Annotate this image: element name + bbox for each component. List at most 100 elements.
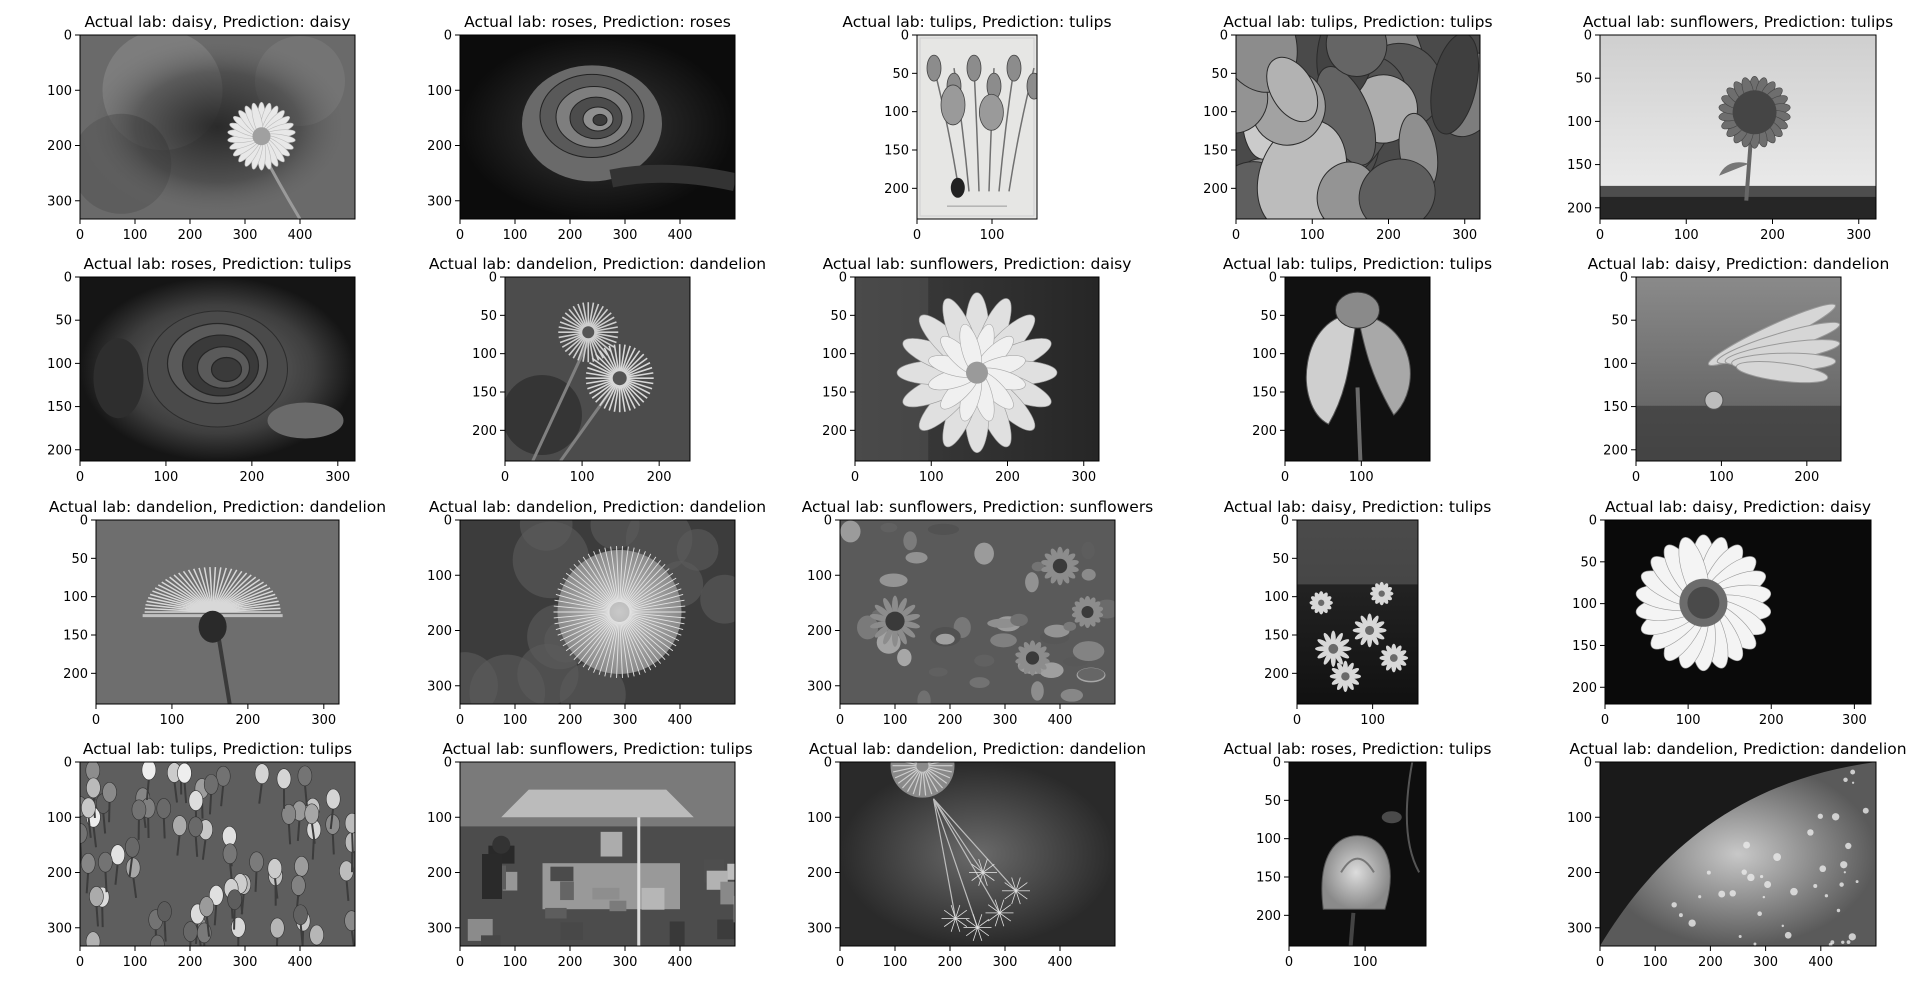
x-tick-label: 0: [1281, 470, 1289, 485]
x-tick-label: 0: [1232, 228, 1240, 243]
subplot-title: Actual lab: dandelion, Prediction: dande…: [49, 498, 386, 516]
y-tick-label: 200: [1567, 201, 1592, 216]
x-tick-label: 0: [76, 470, 84, 485]
y-tick-label: 0: [824, 514, 832, 529]
x-tick-label: 200: [647, 470, 672, 485]
y-tick-label: 0: [1273, 756, 1281, 771]
y-tick-label: 0: [64, 756, 72, 771]
image-dahlia: [855, 277, 1099, 461]
y-tick-label: 0: [1584, 29, 1592, 44]
x-tick-label: 300: [613, 955, 638, 970]
axes-frame: [1288, 761, 1427, 947]
x-tick-label: 200: [1376, 228, 1401, 243]
y-tick-label: 150: [1567, 158, 1592, 173]
x-tick-label: 300: [233, 955, 258, 970]
y-tick-label: 200: [63, 667, 88, 682]
subplot-7: Actual lab: dandelion, Prediction: dande…: [429, 255, 766, 485]
x-tick-label: 0: [76, 955, 84, 970]
x-tick-label: 100: [1709, 470, 1734, 485]
y-tick-label: 150: [1603, 400, 1628, 415]
y-tick-label: 150: [47, 400, 72, 415]
x-tick-label: 100: [919, 470, 944, 485]
x-tick-label: 100: [503, 713, 528, 728]
axes-frame: [839, 761, 1116, 947]
y-tick-label: 100: [1603, 357, 1628, 372]
y-tick-label: 50: [480, 309, 497, 324]
subplot-2: Actual lab: roses, Prediction: roses 0 100…: [427, 13, 736, 243]
subplot-title: Actual lab: dandelion, Prediction: dande…: [429, 255, 766, 273]
subplot-10: Actual lab: daisy, Prediction: dandelion…: [1588, 255, 1890, 485]
x-tick-label: 0: [836, 955, 844, 970]
y-tick-label: 0: [444, 29, 452, 44]
y-tick-label: 50: [55, 314, 72, 329]
y-tick-label: 50: [892, 67, 909, 82]
y-tick-label: 200: [47, 139, 72, 154]
x-tick-label: 300: [1753, 955, 1778, 970]
x-tick-label: 400: [668, 713, 693, 728]
x-tick-label: 300: [1846, 228, 1871, 243]
y-tick-label: 200: [1572, 681, 1597, 696]
y-tick-label: 50: [1272, 552, 1289, 567]
image-sunflower-field: [840, 520, 1115, 704]
axes-frame: [79, 276, 356, 462]
image-daisy-black: [1605, 520, 1871, 704]
subplot-title: Actual lab: roses, Prediction: tulips: [1224, 740, 1492, 758]
subplot-11: Actual lab: dandelion, Prediction: dande…: [49, 498, 386, 728]
y-tick-label: 100: [427, 569, 452, 584]
y-tick-label: 300: [47, 194, 72, 209]
subplot-17: Actual lab: sunflowers, Prediction: tuli…: [427, 740, 753, 970]
y-tick-label: 100: [807, 569, 832, 584]
subplot-title: Actual lab: sunflowers, Prediction: dais…: [823, 255, 1132, 273]
x-tick-label: 300: [1452, 228, 1477, 243]
axes-frame: [854, 276, 1100, 462]
subplot-title: Actual lab: tulips, Prediction: tulips: [842, 13, 1111, 31]
subplot-12: Actual lab: dandelion, Prediction: dande…: [427, 498, 766, 728]
y-tick-label: 0: [1584, 756, 1592, 771]
y-tick-label: 0: [80, 514, 88, 529]
y-tick-label: 300: [427, 194, 452, 209]
image-petal-drop: [1636, 277, 1841, 461]
axes-frame: [79, 34, 356, 220]
x-tick-label: 200: [235, 713, 260, 728]
y-tick-label: 0: [839, 271, 847, 286]
subplot-title: Actual lab: dandelion, Prediction: dande…: [1569, 740, 1906, 758]
x-tick-label: 200: [1698, 955, 1723, 970]
y-tick-label: 100: [427, 811, 452, 826]
y-tick-label: 200: [472, 424, 497, 439]
x-tick-label: 400: [668, 955, 693, 970]
x-tick-label: 200: [938, 713, 963, 728]
y-tick-label: 200: [427, 624, 452, 639]
subplot-16: Actual lab: tulips, Prediction: tulips 0 1…: [47, 740, 356, 970]
x-tick-label: 200: [239, 470, 264, 485]
image-botanical: [917, 35, 1037, 219]
y-tick-label: 50: [1611, 314, 1628, 329]
axes-frame: [95, 519, 340, 705]
y-tick-label: 50: [1580, 555, 1597, 570]
axes-frame: [1296, 519, 1419, 705]
y-tick-label: 300: [47, 921, 72, 936]
image-dew-macro: [1600, 762, 1876, 946]
y-tick-label: 200: [807, 866, 832, 881]
subplot-title: Actual lab: tulips, Prediction: tulips: [1223, 13, 1492, 31]
x-tick-label: 200: [1794, 470, 1819, 485]
x-tick-label: 300: [1071, 470, 1096, 485]
subplot-title: Actual lab: tulips, Prediction: tulips: [1223, 255, 1492, 273]
x-tick-label: 100: [883, 955, 908, 970]
x-tick-label: 100: [154, 470, 179, 485]
subplot-title: Actual lab: sunflowers, Prediction: sunf…: [802, 498, 1154, 516]
x-tick-label: 0: [92, 713, 100, 728]
axes-frame: [459, 519, 736, 705]
subplot-title: Actual lab: dandelion, Prediction: dande…: [809, 740, 1146, 758]
axes-frame: [1635, 276, 1842, 462]
x-tick-label: 100: [1353, 955, 1378, 970]
y-tick-label: 100: [1567, 115, 1592, 130]
subplot-5: Actual lab: sunflowers, Prediction: tuli…: [1567, 13, 1893, 243]
x-tick-label: 0: [1632, 470, 1640, 485]
subplot-title: Actual lab: sunflowers, Prediction: tuli…: [442, 740, 752, 758]
y-tick-label: 0: [1620, 271, 1628, 286]
x-tick-label: 0: [76, 228, 84, 243]
image-daisy-blur: [80, 35, 355, 219]
y-tick-label: 0: [901, 29, 909, 44]
